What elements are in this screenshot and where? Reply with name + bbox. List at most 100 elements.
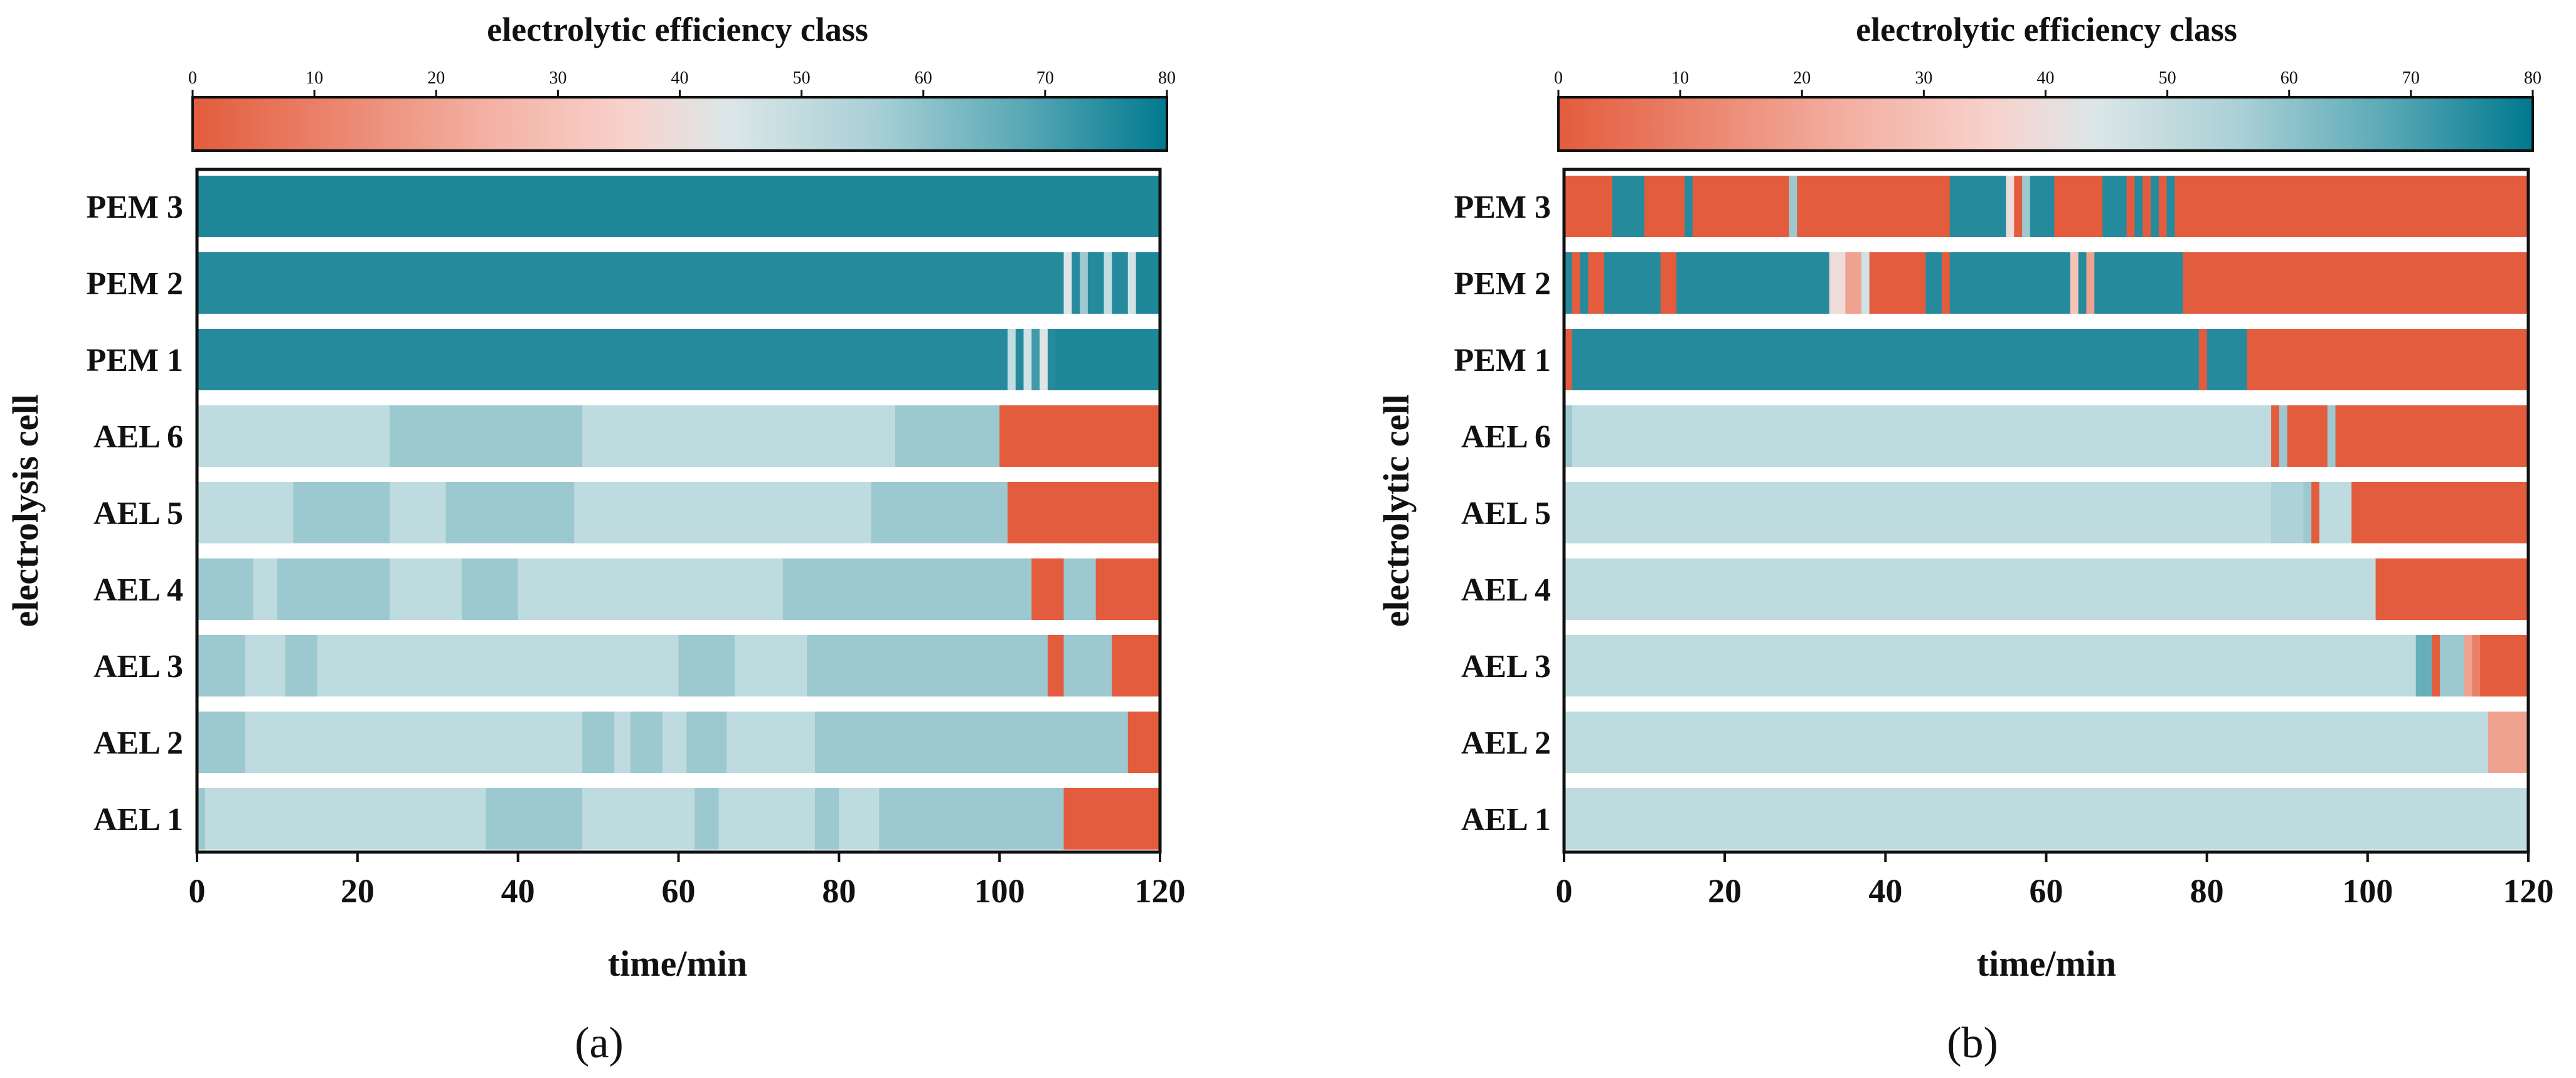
heatmap-cell: [1072, 252, 1080, 314]
colorbar-tick-label: 80: [2524, 68, 2541, 88]
heatmap-cell: [582, 788, 695, 850]
heatmap-cell: [1572, 405, 2272, 467]
heatmap-cell: [2183, 252, 2529, 314]
heatmap-cell: [1564, 635, 2417, 696]
heatmap-cell: [839, 788, 880, 850]
row-label: AEL 3: [1461, 649, 1551, 685]
row-labels: PEM 3 PEM 2 PEM 1 AEL 6 AEL 5 AEL 4 AEL 3 AEL 2…: [86, 189, 183, 838]
heatmap-cell: [2472, 635, 2481, 696]
heatmap-cell: [662, 712, 687, 773]
heatmap-cell: [205, 788, 487, 850]
heatmap-cell: [1845, 252, 1862, 314]
heatmap-cell: [2151, 176, 2159, 237]
row-label: AEL 6: [1461, 419, 1551, 455]
heatmap-cell: [197, 712, 246, 773]
heatmap-cell: [197, 176, 1161, 237]
heatmap-cell: [253, 558, 278, 620]
heatmap-cell: [1127, 712, 1161, 773]
heatmap-cell: [197, 405, 390, 467]
heatmap-cell: [1564, 176, 1613, 237]
heatmap-cell: [2303, 482, 2312, 543]
heatmap-cell: [815, 788, 839, 850]
heatmap-cell: [1063, 635, 1112, 696]
heatmap-cell: [1612, 176, 1645, 237]
colorbar-tick-label: 70: [2402, 68, 2420, 88]
x-tick-label: 60: [662, 872, 696, 910]
panel-label: (b): [1947, 1019, 1998, 1067]
x-axis-label: time/min: [608, 943, 747, 984]
heatmap-cell: [2070, 252, 2079, 314]
heatmap-cell: [2375, 558, 2529, 620]
heatmap-cell: [2030, 176, 2055, 237]
row-label: PEM 2: [1454, 266, 1551, 302]
heatmap-cell: [1829, 252, 1846, 314]
heatmap-cell: [782, 558, 1032, 620]
heatmap-cell: [1015, 329, 1025, 390]
heatmap-cell: [1008, 482, 1161, 543]
x-axis-label: time/min: [1977, 943, 2116, 984]
heatmap-cell: [1087, 252, 1105, 314]
x-tick-label: 120: [2503, 872, 2554, 910]
colorbar-ticks: 0 10 20 30 40 50 60 70 80: [1554, 68, 2541, 97]
heatmap-cells: [197, 176, 1161, 850]
x-tick-label: 80: [822, 872, 856, 910]
heatmap-cell: [1572, 329, 2200, 390]
heatmap-cell: [390, 558, 462, 620]
colorbar-ticks: 0 10 20 30 40 50 60 70 80: [188, 68, 1176, 97]
panel-label: (a): [575, 1019, 624, 1067]
x-axis-ticks: 0 20 40 60 80 100 120: [189, 852, 1186, 910]
heatmap-cell: [197, 329, 1008, 390]
heatmap-cell: [1055, 329, 1161, 390]
heatmap-cell: [1676, 252, 1830, 314]
row-label: PEM 3: [1454, 189, 1551, 225]
panel-b: electrolytic efficiency class 0 10 20 30 40 5…: [1376, 11, 2554, 1067]
heatmap-cell: [1572, 252, 1581, 314]
heatmap-cell: [245, 635, 286, 696]
heatmap-cell: [582, 712, 615, 773]
heatmap-cell: [2287, 405, 2296, 467]
heatmap-cell: [1063, 252, 1072, 314]
colorbar-tick-label: 0: [1554, 68, 1563, 88]
heatmap-cell: [1564, 482, 2272, 543]
x-tick-label: 100: [2342, 872, 2393, 910]
x-tick-label: 120: [1135, 872, 1186, 910]
heatmap-cell: [1031, 329, 1040, 390]
colorbar-title: electrolytic efficiency class: [1856, 11, 2237, 48]
colorbar-tick-label: 40: [2037, 68, 2055, 88]
colorbar-tick-label: 10: [306, 68, 323, 88]
heatmap-cell: [735, 635, 807, 696]
heatmap-cell: [574, 482, 872, 543]
heatmap-cell: [2480, 635, 2529, 696]
heatmap-cell: [390, 405, 583, 467]
heatmap-cell: [2271, 482, 2304, 543]
heatmap-cell: [2078, 252, 2087, 314]
row-label: AEL 2: [1461, 725, 1551, 761]
colorbar-tick-label: 0: [188, 68, 197, 88]
heatmap-cell: [2311, 482, 2320, 543]
row-labels: PEM 3 PEM 2 PEM 1 AEL 6 AEL 5 AEL 4 AEL 3 AEL 2…: [1454, 189, 1551, 838]
heatmap-cell: [630, 712, 663, 773]
y-axis-label: electrolytic cell: [1376, 395, 1417, 627]
heatmap-cell: [2415, 635, 2432, 696]
heatmap-cell: [445, 482, 575, 543]
heatmap-cell: [1861, 252, 1870, 314]
heatmap-cell: [1112, 635, 1161, 696]
heatmap-cell: [2295, 405, 2328, 467]
row-label: PEM 1: [1454, 343, 1551, 378]
heatmap-cell: [1095, 558, 1161, 620]
heatmap-cell: [197, 558, 254, 620]
heatmap-cell: [2142, 176, 2151, 237]
heatmap-cell: [1564, 712, 2489, 773]
heatmap-cell: [1023, 329, 1032, 390]
row-label: PEM 1: [86, 343, 183, 378]
row-label: AEL 1: [1461, 802, 1551, 838]
heatmap-cell: [895, 405, 1000, 467]
colorbar-tick-label: 20: [427, 68, 445, 88]
heatmap-cell: [1047, 635, 1065, 696]
heatmap-cell: [815, 712, 1129, 773]
heatmap-cell: [2206, 329, 2248, 390]
colorbar-tick-label: 30: [1915, 68, 1932, 88]
heatmap-cell: [678, 635, 735, 696]
heatmap-cell: [2271, 405, 2280, 467]
heatmap-cell: [686, 712, 727, 773]
